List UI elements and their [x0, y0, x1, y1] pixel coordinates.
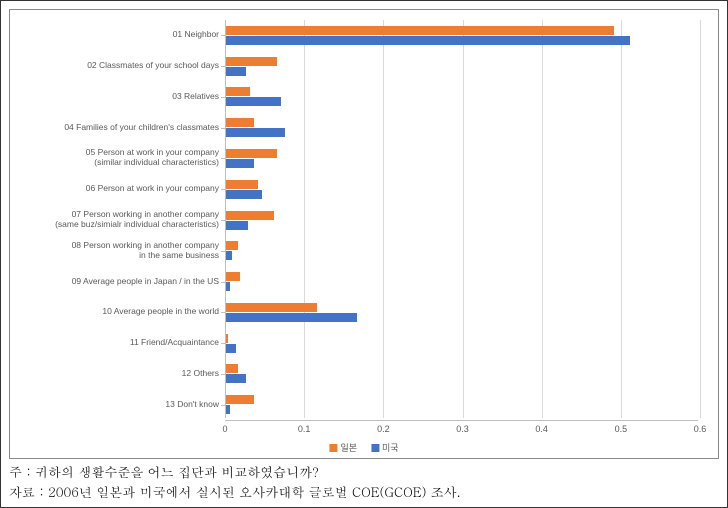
bar-미국 — [226, 128, 285, 137]
category-label: 09 Average people in Japan / in the US — [72, 277, 219, 287]
bar-일본 — [226, 149, 277, 158]
footer-line2: 자료 : 2006년 일본과 미국에서 실시된 오사카대학 글로벌 COE(GC… — [9, 482, 461, 502]
gridline — [383, 20, 384, 418]
category-label: 05 Person at work in your company (simil… — [86, 149, 219, 169]
category-label: 03 Relatives — [172, 92, 219, 102]
x-tick-label: 0.5 — [615, 424, 628, 434]
bar-미국 — [226, 374, 246, 383]
bar-미국 — [226, 97, 281, 106]
bar-일본 — [226, 180, 258, 189]
x-tick-label: 0.6 — [694, 424, 707, 434]
bar-미국 — [226, 221, 248, 230]
gridline — [542, 20, 543, 418]
bar-미국 — [226, 190, 262, 199]
x-tick-label: 0 — [222, 424, 227, 434]
bar-미국 — [226, 251, 232, 260]
gridline — [304, 20, 305, 418]
category-label: 02 Classmates of your school days — [87, 61, 219, 71]
bar-미국 — [226, 36, 630, 45]
legend-label-japan: 일본 — [340, 441, 357, 454]
bar-미국 — [226, 159, 254, 168]
gridline — [463, 20, 464, 418]
bar-일본 — [226, 364, 238, 373]
x-tick-label: 0.1 — [298, 424, 311, 434]
x-tick-label: 0.4 — [535, 424, 548, 434]
footer-line1: 주 : 귀하의 생활수준을 어느 집단과 비교하였습니까? — [9, 462, 461, 482]
bar-일본 — [226, 334, 228, 343]
category-label: 13 Don't know — [165, 400, 219, 410]
chart-container: 01 Neighbor 02 Classmates of your school … — [9, 9, 719, 459]
bar-일본 — [226, 57, 277, 66]
category-label: 06 Person at work in your company — [86, 184, 219, 194]
legend-item-japan: 일본 — [329, 441, 357, 454]
bar-일본 — [226, 26, 614, 35]
category-label: 10 Average people in the world — [102, 307, 219, 317]
bar-미국 — [226, 282, 230, 291]
x-tick-label: 0.2 — [377, 424, 390, 434]
category-label: 11 Friend/Acquaintance — [130, 338, 219, 348]
y-axis-labels: 01 Neighbor 02 Classmates of your school … — [10, 20, 223, 418]
bar-일본 — [226, 87, 250, 96]
legend-swatch-japan — [329, 444, 337, 452]
bar-일본 — [226, 303, 317, 312]
gridline — [700, 20, 701, 418]
bar-미국 — [226, 405, 230, 414]
legend: 일본 미국 — [329, 441, 398, 454]
footer-notes: 주 : 귀하의 생활수준을 어느 집단과 비교하였습니까? 자료 : 2006년… — [9, 462, 461, 501]
category-label: 07 Person working in another company (sa… — [55, 210, 219, 230]
bar-일본 — [226, 395, 254, 404]
x-tick-label: 0.3 — [456, 424, 469, 434]
plot-area: 00.10.20.30.40.50.6 — [225, 20, 698, 418]
category-label: 08 Person working in another company in … — [72, 241, 219, 261]
bar-미국 — [226, 344, 236, 353]
legend-swatch-usa — [371, 444, 379, 452]
gridline — [621, 20, 622, 418]
legend-label-usa: 미국 — [382, 441, 399, 454]
bar-일본 — [226, 118, 254, 127]
category-label: 12 Others — [182, 369, 219, 379]
category-label: 01 Neighbor — [173, 30, 219, 40]
bar-미국 — [226, 313, 357, 322]
category-label: 04 Families of your children's classmate… — [64, 123, 219, 133]
bar-일본 — [226, 241, 238, 250]
legend-item-usa: 미국 — [371, 441, 399, 454]
bar-일본 — [226, 211, 274, 220]
bar-일본 — [226, 272, 240, 281]
bar-미국 — [226, 67, 246, 76]
